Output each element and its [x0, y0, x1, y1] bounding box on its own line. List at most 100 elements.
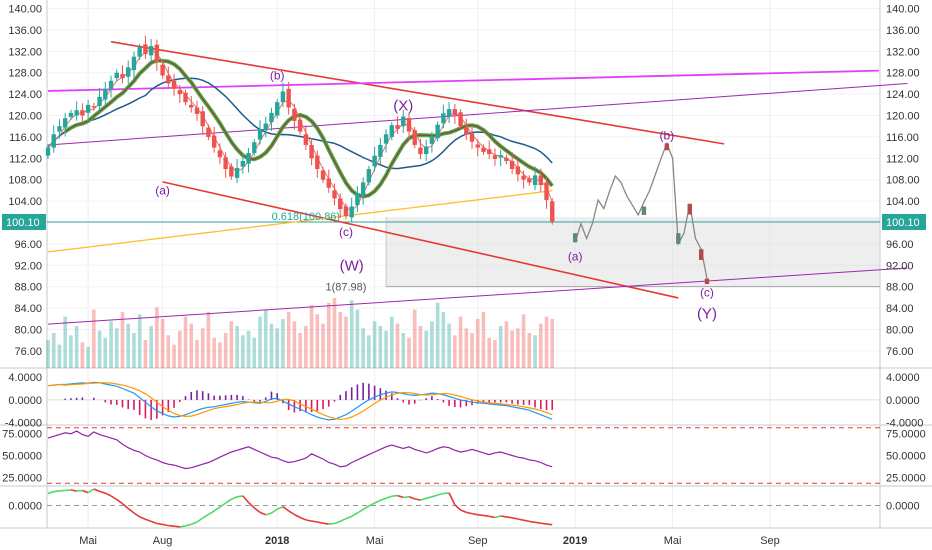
candle-body — [80, 110, 85, 116]
osc-segment — [248, 501, 255, 509]
osc-segment — [145, 518, 152, 523]
candle-body — [51, 134, 56, 148]
purple-trend-line-upper — [47, 82, 908, 146]
osc-segment — [121, 503, 129, 510]
candle-body — [515, 166, 521, 175]
candle-body — [45, 147, 51, 156]
volume-bar — [475, 319, 480, 368]
magenta-trend-line — [47, 69, 879, 92]
volume-bar — [464, 328, 469, 368]
osc-segment — [82, 489, 89, 494]
volume-bar — [86, 347, 90, 368]
osc-segment — [414, 498, 421, 501]
macd-tick-left: 0.0000 — [8, 395, 42, 407]
candle-body — [91, 106, 97, 108]
macd-tick-right: -4.0000 — [886, 418, 923, 430]
wave-label-X: (X) — [393, 98, 413, 115]
volume-bar — [126, 323, 131, 368]
osc-segment — [540, 522, 547, 525]
price-tick-left: 132.00 — [8, 46, 42, 58]
volume-bar — [258, 316, 262, 368]
osc-segment — [305, 519, 312, 522]
volume-bar — [200, 328, 205, 368]
candle-body — [120, 74, 125, 79]
osc-segment — [242, 495, 250, 504]
price-tick-left: 76.00 — [14, 346, 42, 358]
macd-tick-left: 4.0000 — [8, 372, 42, 384]
volume-bar — [384, 330, 388, 368]
candle-body — [527, 178, 532, 183]
volume-bar — [521, 314, 526, 368]
candle-body — [160, 64, 165, 76]
volume-bar — [332, 298, 337, 368]
volume-bar — [109, 321, 113, 368]
candle-body — [315, 155, 320, 170]
osc-segment — [368, 502, 375, 507]
candle-body — [108, 80, 114, 89]
osc-segment — [529, 520, 536, 524]
price-tick-right: 140.00 — [886, 4, 920, 16]
osc-segment — [213, 506, 221, 512]
osc-segment — [70, 489, 77, 492]
volume-bar — [321, 323, 325, 368]
osc-segment — [162, 523, 169, 527]
candle-body — [275, 102, 280, 116]
osc-segment — [116, 498, 123, 505]
osc-segment — [47, 490, 54, 495]
time-tick-label: Sep — [760, 535, 780, 547]
volume-bar — [183, 316, 188, 368]
candle-body — [223, 157, 228, 170]
candle-body — [217, 150, 223, 158]
volume-bar — [510, 330, 514, 368]
osc-segment — [391, 494, 398, 497]
osc-segment — [334, 520, 341, 525]
osc-segment — [356, 508, 364, 514]
time-tick-label: Mai — [664, 535, 682, 547]
volume-bar — [344, 316, 348, 368]
candle-body — [521, 175, 526, 180]
osc-segment — [168, 524, 175, 527]
volume-bar — [395, 323, 400, 368]
osc-segment — [506, 516, 513, 519]
volume-bar — [63, 316, 67, 368]
osc-segment — [431, 494, 438, 498]
osc-segment — [471, 512, 478, 516]
projected-candle — [664, 143, 670, 151]
candle-body — [338, 198, 343, 210]
osc-segment — [385, 495, 393, 500]
price-tick-left: 80.00 — [14, 324, 42, 336]
candle-body — [349, 206, 354, 218]
volume-bar — [470, 333, 474, 368]
price-tick-left: 92.00 — [14, 260, 42, 272]
volume-bar — [458, 316, 463, 368]
volume-bar — [453, 335, 457, 368]
price-tick-left: 128.00 — [8, 68, 42, 80]
volume-bar — [407, 337, 411, 368]
osc-segment — [443, 492, 450, 495]
candle-body — [441, 113, 446, 124]
candle-body — [538, 175, 543, 186]
price-tick-left: 136.00 — [8, 25, 42, 37]
fib-label-618: 0.618(100.86) — [272, 211, 341, 223]
candlesticks[interactable] — [45, 35, 555, 225]
candle-body — [544, 182, 549, 201]
osc-segment — [420, 497, 427, 501]
price-tick-right: 136.00 — [886, 25, 920, 37]
price-tick-right: 88.00 — [886, 282, 914, 294]
sma-yellow-line — [47, 190, 553, 253]
osc-segment — [99, 490, 106, 494]
candle-body — [429, 136, 435, 144]
current-price-badge — [882, 213, 926, 230]
osc-tick-left: 0.0000 — [8, 501, 42, 513]
osc-segment — [87, 488, 95, 494]
channel-lower-line — [162, 181, 679, 299]
macd-tick-left: -4.0000 — [5, 418, 42, 430]
volume-bar — [51, 333, 56, 368]
osc-segment — [282, 506, 290, 512]
volume-bar — [367, 335, 371, 368]
volume-bar — [361, 328, 365, 368]
price-tick-right: 80.00 — [886, 324, 914, 336]
current-price-label: 100.10 — [6, 217, 40, 229]
